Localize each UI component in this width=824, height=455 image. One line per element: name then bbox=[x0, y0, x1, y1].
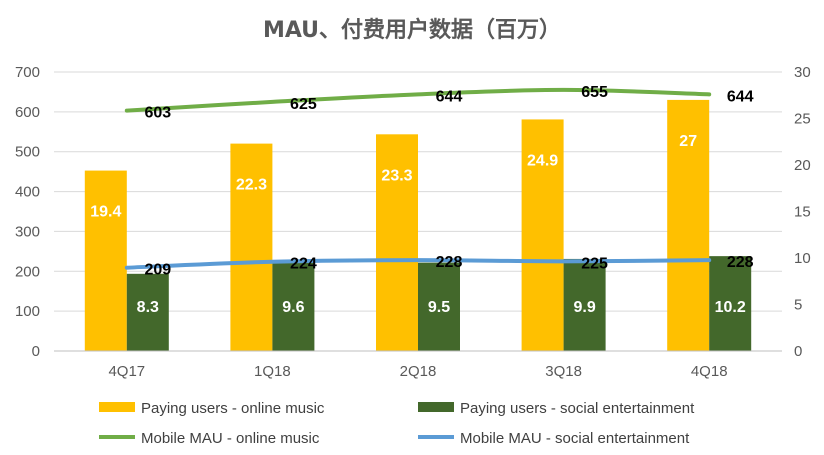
bar-data-label: 9.9 bbox=[573, 299, 595, 316]
line-data-label: 644 bbox=[436, 88, 463, 105]
bar bbox=[84, 170, 127, 351]
right-axis: 0 5 10 15 20 25 30 bbox=[794, 64, 811, 360]
x-axis-tick-label: 3Q18 bbox=[545, 363, 582, 380]
left-axis-tick-label: 500 bbox=[15, 144, 40, 161]
x-axis-tick-label: 1Q18 bbox=[254, 363, 291, 380]
line-data-label: 644 bbox=[727, 88, 754, 105]
bar bbox=[667, 99, 710, 352]
bar-data-label: 23.3 bbox=[381, 167, 412, 184]
legend-swatch bbox=[418, 402, 454, 412]
right-axis-tick-label: 10 bbox=[794, 250, 811, 267]
chart-title: MAU、付费用户数据（百万） bbox=[263, 17, 561, 43]
line-data-label: 224 bbox=[290, 256, 317, 273]
left-axis-tick-label: 200 bbox=[15, 263, 40, 280]
bar-data-label: 9.6 bbox=[282, 299, 304, 316]
bar-data-label: 24.9 bbox=[527, 152, 558, 169]
left-axis-tick-label: 700 bbox=[15, 64, 40, 81]
bar bbox=[126, 273, 169, 351]
right-axis-tick-label: 15 bbox=[794, 204, 811, 221]
line-series bbox=[124, 87, 712, 270]
x-axis-tick-label: 2Q18 bbox=[400, 363, 437, 380]
bar-data-label: 8.3 bbox=[137, 299, 159, 316]
right-axis-tick-label: 20 bbox=[794, 157, 811, 174]
right-axis-tick-label: 25 bbox=[794, 111, 811, 128]
legend-swatch bbox=[99, 402, 135, 412]
legend-label: Mobile MAU - online music bbox=[141, 430, 320, 447]
left-axis-tick-label: 0 bbox=[32, 343, 40, 360]
bar bbox=[376, 134, 418, 351]
line-data-label: 228 bbox=[727, 254, 754, 271]
bar-data-label: 10.2 bbox=[715, 299, 746, 316]
bar-data-label: 27 bbox=[679, 133, 697, 150]
line-data-label: 603 bbox=[144, 105, 171, 122]
line-data-label: 209 bbox=[144, 262, 171, 279]
bar bbox=[272, 261, 315, 351]
bar-data-label: 22.3 bbox=[236, 177, 267, 194]
legend-label: Paying users - social entertainment bbox=[460, 400, 695, 417]
bar-series bbox=[84, 99, 752, 352]
left-axis-tick-label: 400 bbox=[15, 184, 40, 201]
line-data-label: 625 bbox=[290, 96, 317, 113]
x-axis-tick-label: 4Q18 bbox=[691, 363, 728, 380]
left-axis-tick-label: 300 bbox=[15, 223, 40, 240]
bar bbox=[709, 256, 752, 351]
left-axis: 0 100 200 300 400 500 600 700 bbox=[15, 64, 40, 360]
legend: Paying users - online music Paying users … bbox=[99, 400, 695, 447]
legend-label: Mobile MAU - social entertainment bbox=[460, 430, 690, 447]
data-labels: 19.4 22.3 23.3 24.9 27 8.3 9.6 9.5 9.9 10.2 603 625… bbox=[90, 84, 753, 316]
legend-label: Paying users - online music bbox=[141, 400, 325, 417]
series-line bbox=[124, 87, 712, 113]
line-data-label: 225 bbox=[581, 255, 608, 272]
line-data-label: 228 bbox=[436, 254, 463, 271]
bar bbox=[230, 143, 273, 351]
x-axis: 4Q17 1Q18 2Q18 3Q18 4Q18 bbox=[54, 350, 782, 380]
line-data-label: 655 bbox=[581, 84, 608, 101]
left-axis-tick-label: 600 bbox=[15, 104, 40, 121]
x-axis-tick-label: 4Q17 bbox=[108, 363, 145, 380]
left-axis-tick-label: 100 bbox=[15, 303, 40, 320]
bar-data-label: 9.5 bbox=[428, 299, 450, 316]
series-line bbox=[124, 258, 712, 270]
bar-data-label: 19.4 bbox=[90, 204, 121, 221]
right-axis-tick-label: 0 bbox=[794, 343, 802, 360]
right-axis-tick-label: 30 bbox=[794, 64, 811, 81]
bar bbox=[418, 262, 460, 351]
bar bbox=[563, 258, 606, 351]
bar bbox=[521, 119, 564, 352]
right-axis-tick-label: 5 bbox=[794, 297, 802, 314]
